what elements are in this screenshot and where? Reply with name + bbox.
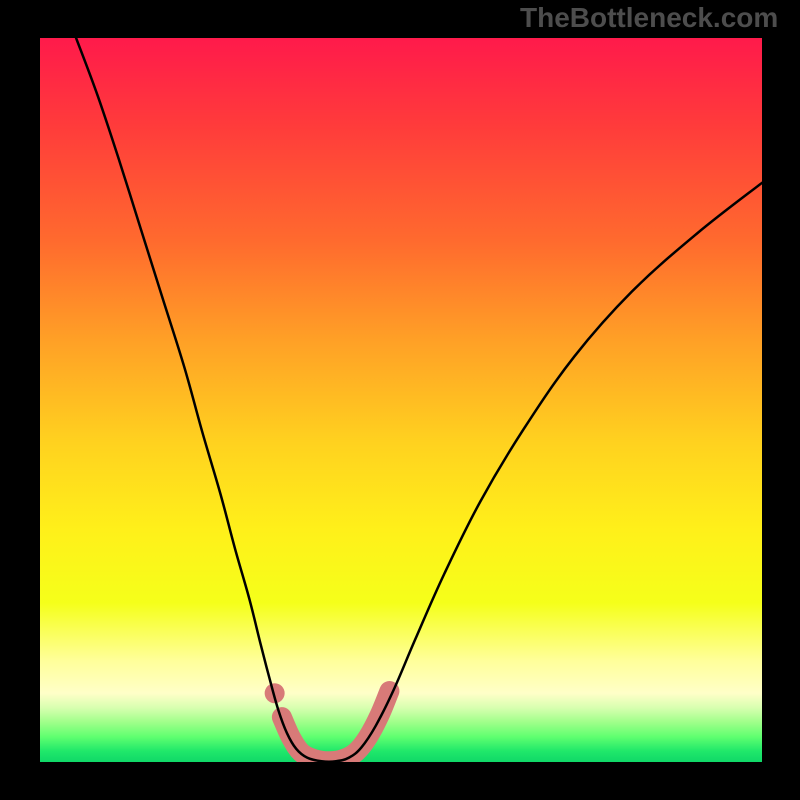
chart-svg [0,0,800,800]
watermark-text: TheBottleneck.com [520,2,778,34]
stage: TheBottleneck.com [0,0,800,800]
bottleneck-curve [76,38,762,762]
